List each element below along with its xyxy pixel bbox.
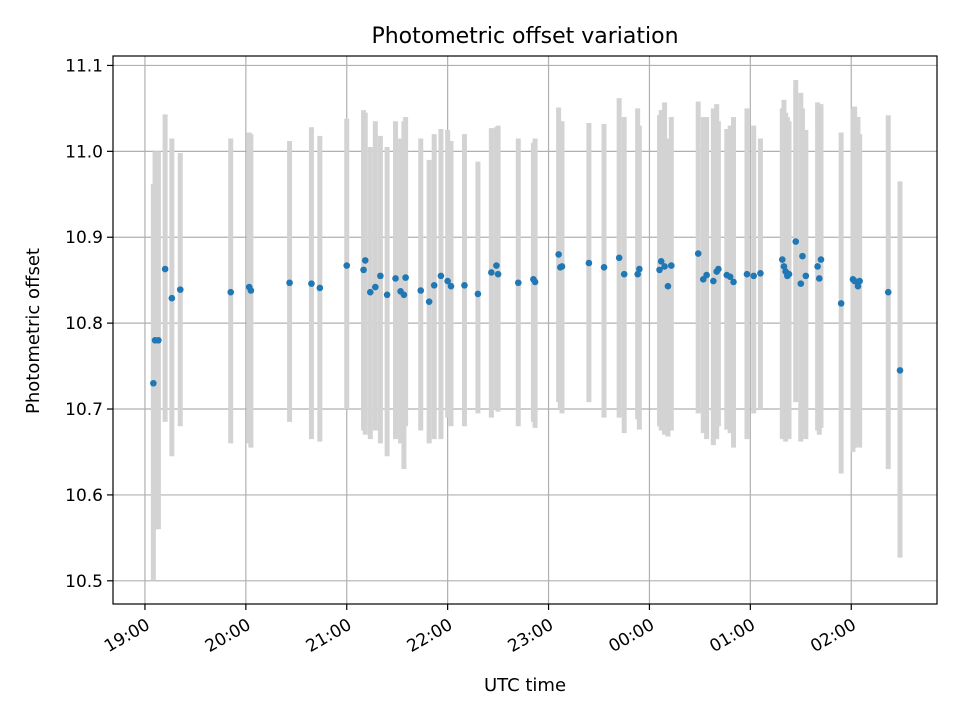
- data-point: [461, 282, 468, 289]
- data-point: [817, 256, 825, 263]
- data-points: [150, 238, 904, 387]
- data-point: [360, 266, 367, 274]
- data-point: [792, 238, 800, 245]
- data-point: [155, 337, 162, 344]
- data-point: [851, 277, 858, 285]
- y-tick-label: 10.7: [65, 400, 103, 420]
- data-point: [634, 270, 641, 278]
- data-point: [797, 280, 805, 287]
- data-point: [743, 270, 751, 278]
- data-point: [316, 284, 324, 292]
- data-point: [730, 278, 737, 286]
- x-tick-label: 19:00: [101, 615, 153, 657]
- data-point: [400, 291, 408, 299]
- data-point: [656, 266, 663, 274]
- x-tick-label: 22:00: [404, 615, 456, 657]
- data-point: [558, 263, 566, 270]
- y-tick-label: 10.9: [65, 228, 103, 248]
- x-tick-label: 01:00: [706, 615, 758, 657]
- data-point: [703, 271, 710, 279]
- plot-frame: [112, 55, 938, 605]
- data-point: [474, 290, 482, 298]
- data-point: [150, 379, 157, 387]
- data-point: [361, 257, 369, 264]
- data-point: [620, 270, 628, 278]
- data-point: [814, 263, 821, 270]
- error-bars: [150, 80, 903, 581]
- y-tick-label: 10.5: [65, 572, 103, 592]
- data-point: [585, 259, 593, 267]
- data-point: [715, 265, 722, 273]
- data-point: [383, 291, 391, 299]
- chart-title: Photometric offset variation: [371, 24, 678, 49]
- x-tick-label: 02:00: [807, 615, 859, 657]
- y-axis: 10.5 10.6 10.7 10.8 10.9 11.0 11.1: [65, 56, 113, 592]
- data-point: [447, 282, 455, 290]
- data-point: [785, 270, 793, 278]
- y-tick-label: 10.8: [65, 314, 103, 334]
- data-point: [444, 277, 451, 285]
- data-point: [366, 288, 374, 296]
- data-point: [657, 257, 665, 265]
- x-tick-label: 23:00: [505, 615, 557, 657]
- data-point: [757, 270, 764, 277]
- data-point: [664, 282, 672, 290]
- data-point: [778, 256, 786, 263]
- data-point: [600, 263, 608, 271]
- data-point: [750, 272, 758, 280]
- data-point: [884, 288, 892, 296]
- data-point: [661, 263, 668, 270]
- data-point: [392, 275, 399, 282]
- data-point: [493, 262, 500, 269]
- data-point: [372, 283, 379, 291]
- data-point: [308, 280, 315, 287]
- data-point: [176, 286, 184, 293]
- data-point: [430, 282, 438, 289]
- x-tick-label: 00:00: [606, 615, 658, 657]
- grid: [113, 56, 937, 604]
- data-point: [514, 279, 522, 287]
- x-tick-label: 20:00: [202, 615, 254, 657]
- data-point: [377, 272, 384, 280]
- data-point: [726, 273, 734, 281]
- data-point: [815, 275, 823, 282]
- data-point: [227, 288, 235, 296]
- data-point: [417, 287, 425, 294]
- x-axis: 19:00 20:00 21:00 22:00 23:00 00:00 01:00 02:00: [101, 604, 860, 657]
- x-axis-label: UTC time: [484, 675, 566, 696]
- data-point: [488, 269, 495, 276]
- data-point: [494, 270, 502, 278]
- data-point: [168, 294, 176, 302]
- x-tick-label: 21:00: [303, 615, 355, 657]
- data-point: [402, 274, 409, 281]
- y-tick-label: 10.6: [65, 486, 103, 506]
- data-point: [555, 251, 562, 258]
- y-tick-label: 11.1: [65, 56, 103, 76]
- y-axis-label: Photometric offset: [23, 248, 44, 414]
- data-point: [710, 277, 717, 285]
- data-point: [531, 278, 539, 286]
- data-point: [799, 252, 806, 260]
- y-tick-label: 11.0: [65, 142, 103, 162]
- data-point: [615, 254, 623, 262]
- data-point: [780, 263, 788, 270]
- data-point: [343, 262, 351, 269]
- data-point: [694, 250, 702, 257]
- data-point: [837, 300, 845, 307]
- data-point: [247, 287, 255, 294]
- data-point: [854, 282, 862, 290]
- data-point: [425, 298, 433, 305]
- data-point: [896, 367, 904, 374]
- data-point: [286, 279, 293, 287]
- data-point: [636, 265, 643, 273]
- data-point: [856, 277, 863, 285]
- data-point: [668, 262, 675, 269]
- data-point: [437, 272, 445, 280]
- data-point: [802, 272, 810, 280]
- data-point: [161, 265, 169, 273]
